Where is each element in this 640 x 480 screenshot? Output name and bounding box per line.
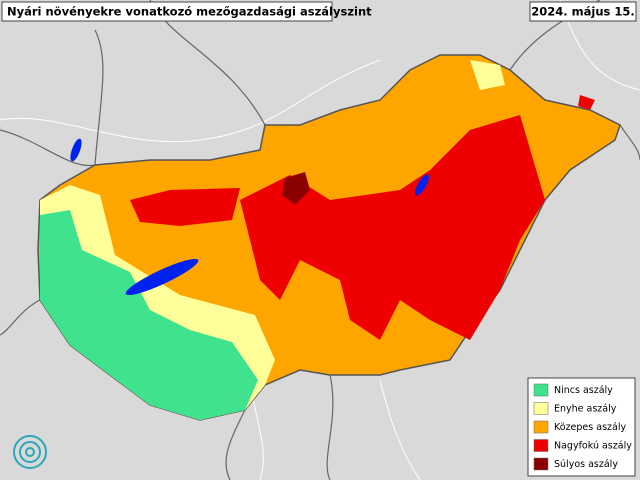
lake-tisza xyxy=(415,174,429,196)
legend-swatch xyxy=(533,439,549,452)
hungary-drought-map xyxy=(37,54,621,421)
region-severe xyxy=(240,115,545,340)
map-date: 2024. május 15. xyxy=(531,5,634,19)
legend-swatch xyxy=(533,420,549,434)
legend-swatch xyxy=(533,457,549,471)
legend-swatch xyxy=(533,383,549,397)
title-box xyxy=(1,1,333,22)
legend-label: Súlyos aszály xyxy=(554,459,618,470)
lake-ferto xyxy=(70,138,82,162)
region-extreme xyxy=(282,172,310,205)
region-mild xyxy=(470,60,505,90)
region-severe xyxy=(578,95,595,110)
lake-balaton xyxy=(125,258,199,296)
map-title: Nyári növényekre vonatkozó mezőgazdasági… xyxy=(7,5,372,19)
legend: Nincs aszály Enyhe aszály Közepes aszály Na… xyxy=(533,383,632,471)
date-box xyxy=(529,1,637,22)
region-severe xyxy=(130,188,240,226)
legend-label: Nincs aszály xyxy=(554,385,613,396)
legend-swatch xyxy=(533,402,549,415)
legend-label: Közepes aszály xyxy=(554,422,626,433)
region-none xyxy=(40,210,258,420)
logo xyxy=(13,435,47,469)
legend-label: Nagyfokú aszály xyxy=(554,441,632,452)
legend-label: Enyhe aszály xyxy=(554,404,617,415)
